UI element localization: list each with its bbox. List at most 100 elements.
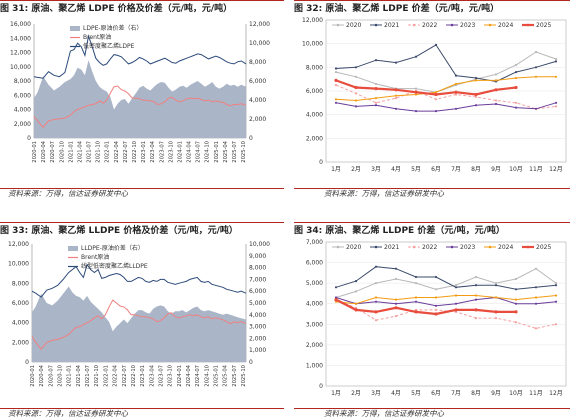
data-point [434,98,438,101]
chart-panel-lldpe-spread: 图 34: 原油、聚乙烯 LLDPE 价差（元/吨，元/吨） 0 1,000 2,0… [294,222,570,420]
y2-tick-label: 9,000 [249,253,266,260]
y2-tick-label: 8,000 [249,59,266,66]
data-point [334,300,338,303]
y-tick-label: 0 [25,359,29,366]
y2-tick-label: 4,000 [249,312,266,319]
x-tick-label: 2024-01 [177,141,183,163]
data-point [454,90,458,94]
x-tick-label: 2021-07 [87,141,93,163]
y-tick-label: 4,000 [12,320,29,327]
x-tick-label: 2025-04 [223,364,229,386]
x-tick-label: 1月 [331,166,341,173]
data-point [514,302,518,305]
x-tick-label: 2024-04 [186,364,192,386]
data-point [534,286,538,289]
data-point [514,277,518,281]
x-tick-label: 2025-04 [223,140,229,162]
y2-tick-label: 5,000 [249,300,266,307]
data-point [374,59,378,62]
x-tick-label: 4月 [391,390,401,397]
chart-ldpe-price-svg: 0 2,000 4,000 6,000 8,000 10,000 12,000 14,000 1… [10,21,270,163]
data-point [374,82,378,85]
y-tick-label: 12,000 [10,50,31,57]
x-tick-label: 2020-04 [41,140,47,162]
legend-marker [336,23,340,27]
x-tick-label: 2022-04 [113,364,119,386]
data-point [474,76,478,80]
legend-label: 2020 [346,22,361,29]
y2-tick-label: 0 [249,359,253,366]
y-tick-label: 0 [319,383,323,390]
chart-source: 资料来源：万得，信达证券研发中心 [324,409,444,418]
x-tick-label: 2021-04 [77,140,83,162]
legend-label: 2022 [422,22,437,29]
x-tick-label: 2020-07 [48,365,54,387]
data-point [474,79,478,82]
data-point [394,277,398,281]
y-tick-label: 10,000 [10,64,31,71]
data-point [454,308,458,312]
y2-tick-label: 4,000 [249,97,266,104]
x-tick-label: 2024-07 [196,141,202,163]
x-tick-label: 2025-10 [241,365,247,387]
data-point [414,310,418,314]
legend-marker [336,245,340,249]
x-tick-label: 2025-07 [232,365,238,387]
series-line [31,263,247,298]
x-tick-label: 2021-10 [96,141,102,163]
x-tick-label: 1月 [331,390,341,397]
data-point [534,267,538,270]
y2-tick-label: 6,000 [249,288,266,295]
data-point [494,102,498,106]
legend-label: 2025 [536,22,551,29]
y-tick-label: 2,000 [14,121,31,128]
data-point [494,317,498,320]
data-point [534,75,538,78]
series-line [335,76,556,102]
data-point [514,288,518,291]
legend-label: 2023 [460,22,475,29]
data-point [474,298,478,301]
data-point [554,282,558,285]
data-point [454,284,458,287]
data-point [394,88,398,92]
data-point [514,63,518,67]
y2-tick-label: 7,000 [249,276,266,283]
data-point [334,67,338,70]
x-tick-label: 2022-10 [131,365,137,387]
y-tick-label: 7,000 [306,239,323,246]
data-point [374,104,378,107]
legend-marker [526,23,530,27]
data-point [414,55,418,58]
data-point [514,298,518,301]
x-tick-label: 2022-01 [105,141,111,163]
legend-swatch [68,246,78,251]
x-tick-label: 2023-07 [159,141,165,163]
plot-frame [325,241,567,387]
data-point [414,93,418,96]
legend-marker [526,245,530,249]
x-tick-label: 2023-04 [150,140,156,162]
data-point [414,300,418,303]
x-tick-label: 3月 [371,390,381,397]
y-tick-label: 0 [27,135,31,142]
y-tick-label: 10,000 [302,41,323,48]
data-point [474,95,478,98]
y2-tick-label: 12,000 [249,21,270,28]
data-point [394,107,398,110]
data-point [334,296,338,299]
chart-source: 资料来源：万得，信达证券研发中心 [8,409,128,418]
chart-source: 资料来源：万得，信达证券研发中心 [324,189,444,198]
y-tick-label: 2,000 [12,339,29,346]
legend-label: 2021 [384,22,399,29]
data-point [354,85,358,90]
data-point [394,267,398,270]
data-point [514,101,518,104]
legend-marker [450,245,454,249]
y-tick-label: 8,000 [306,64,323,71]
data-point [434,91,438,94]
y2-tick-label: 2,000 [249,116,266,123]
data-point [514,85,518,90]
data-point [354,302,358,305]
data-point [514,76,518,80]
